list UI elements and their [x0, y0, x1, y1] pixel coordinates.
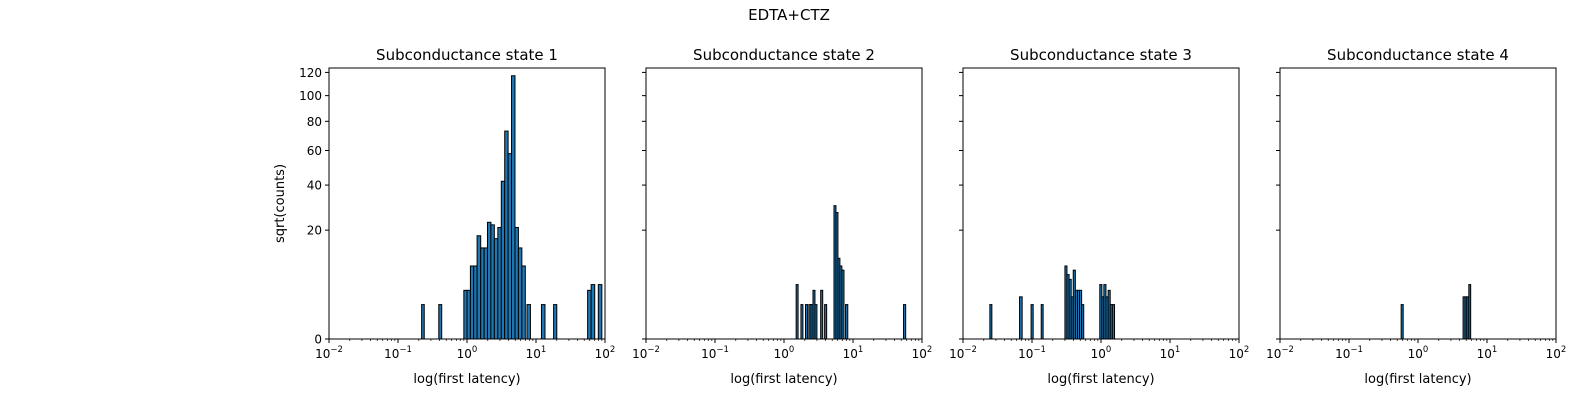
y-tick-label: 20	[307, 224, 322, 238]
histogram-bar	[438, 304, 443, 340]
x-tick-label: 10−2	[315, 345, 343, 361]
histogram-bar	[421, 304, 425, 340]
x-axis-label: log(first latency)	[730, 372, 837, 387]
histogram-bar	[476, 235, 482, 340]
histogram-bar	[989, 304, 993, 340]
subplot-panels: Subconductance state 1 log(first latency)…	[273, 46, 1566, 387]
histogram-bar	[517, 247, 523, 340]
histogram-bar	[1081, 304, 1085, 340]
histogram-bar	[903, 304, 907, 340]
histogram-bar	[493, 238, 499, 340]
subplot-1: Subconductance state 1 log(first latency)…	[273, 46, 615, 387]
x-tick-label: 10−2	[632, 345, 660, 361]
x-tick-label: 102	[912, 345, 933, 361]
histogram-bar	[1040, 304, 1044, 340]
histogram-bar	[1468, 284, 1472, 340]
histogram-bar	[497, 226, 502, 340]
histogram-bar	[1111, 304, 1116, 340]
x-tick-label: 100	[1408, 345, 1429, 361]
histogram-bar	[824, 304, 828, 340]
subplot-title: Subconductance state 2	[693, 46, 875, 64]
histogram-bar	[553, 304, 558, 340]
histogram-bars	[421, 75, 603, 340]
x-tick-label: 10−1	[1335, 345, 1363, 361]
x-tick-label: 100	[457, 345, 478, 361]
x-tick-label: 101	[526, 345, 547, 361]
histogram-bar	[514, 226, 519, 340]
subplot-title: Subconductance state 4	[1327, 46, 1509, 64]
histogram-bar	[490, 224, 495, 340]
histogram-bar	[507, 153, 513, 340]
subplot-3: Subconductance state 3 log(first latency)…	[949, 46, 1249, 387]
x-tick-label: 102	[595, 345, 616, 361]
y-tick-label: 100	[299, 89, 322, 103]
histogram-bar	[511, 75, 516, 340]
histogram-bar	[800, 304, 804, 340]
histogram-bar	[1400, 304, 1404, 340]
subplot-title: Subconductance state 3	[1010, 46, 1192, 64]
histogram-bar	[597, 284, 603, 340]
axes-frame	[645, 67, 923, 340]
histogram-bar	[521, 265, 526, 340]
subplot-title: Subconductance state 1	[376, 46, 558, 64]
histogram-bar	[590, 284, 596, 340]
x-tick-label: 102	[1229, 345, 1250, 361]
histogram-bars	[989, 265, 1116, 340]
y-tick-label: 80	[307, 115, 322, 129]
y-tick-label: 0	[314, 333, 322, 347]
histogram-bar	[486, 221, 492, 340]
x-tick-label: 10−1	[384, 345, 412, 361]
x-tick-label: 101	[1477, 345, 1498, 361]
histogram-bar	[540, 304, 546, 340]
histogram-bar	[466, 289, 471, 340]
x-tick-label: 100	[774, 345, 795, 361]
histogram-bar	[480, 247, 485, 340]
histogram-bar	[841, 269, 845, 340]
histogram-bar	[1030, 304, 1034, 340]
x-tick-label: 10−2	[949, 345, 977, 361]
axes-frame	[1279, 67, 1557, 340]
x-tick-label: 101	[843, 345, 864, 361]
subplot-2: Subconductance state 2 log(first latency)…	[632, 46, 932, 387]
histogram-bar	[500, 180, 506, 340]
histogram-bar	[845, 304, 849, 340]
x-tick-label: 102	[1546, 345, 1567, 361]
histogram-bar	[504, 130, 509, 340]
x-tick-label: 10−2	[1266, 345, 1294, 361]
y-tick-label: 60	[307, 144, 322, 158]
x-axis-label: log(first latency)	[1047, 372, 1154, 387]
y-tick-label: 40	[307, 179, 322, 193]
histogram-bar	[1019, 296, 1023, 340]
y-axis-label: sqrt(counts)	[273, 164, 288, 243]
histogram-bar	[526, 304, 531, 340]
histogram-bars	[1400, 284, 1472, 340]
histogram-bar	[795, 284, 799, 340]
x-axis-label: log(first latency)	[413, 372, 520, 387]
subplot-4: Subconductance state 4 log(first latency)…	[1266, 46, 1566, 387]
histogram-bar	[814, 304, 818, 340]
histogram-bar	[805, 304, 809, 340]
x-tick-label: 10−1	[701, 345, 729, 361]
histogram-bar	[483, 247, 488, 340]
histogram-bar	[820, 289, 824, 340]
histogram-bars	[795, 205, 907, 340]
y-tick-label: 120	[299, 66, 322, 80]
x-tick-label: 101	[1160, 345, 1181, 361]
x-axis-label: log(first latency)	[1364, 372, 1471, 387]
x-tick-label: 10−1	[1018, 345, 1046, 361]
x-tick-label: 100	[1091, 345, 1112, 361]
histogram-bar	[587, 289, 592, 340]
figure-suptitle: EDTA+CTZ	[748, 6, 830, 24]
